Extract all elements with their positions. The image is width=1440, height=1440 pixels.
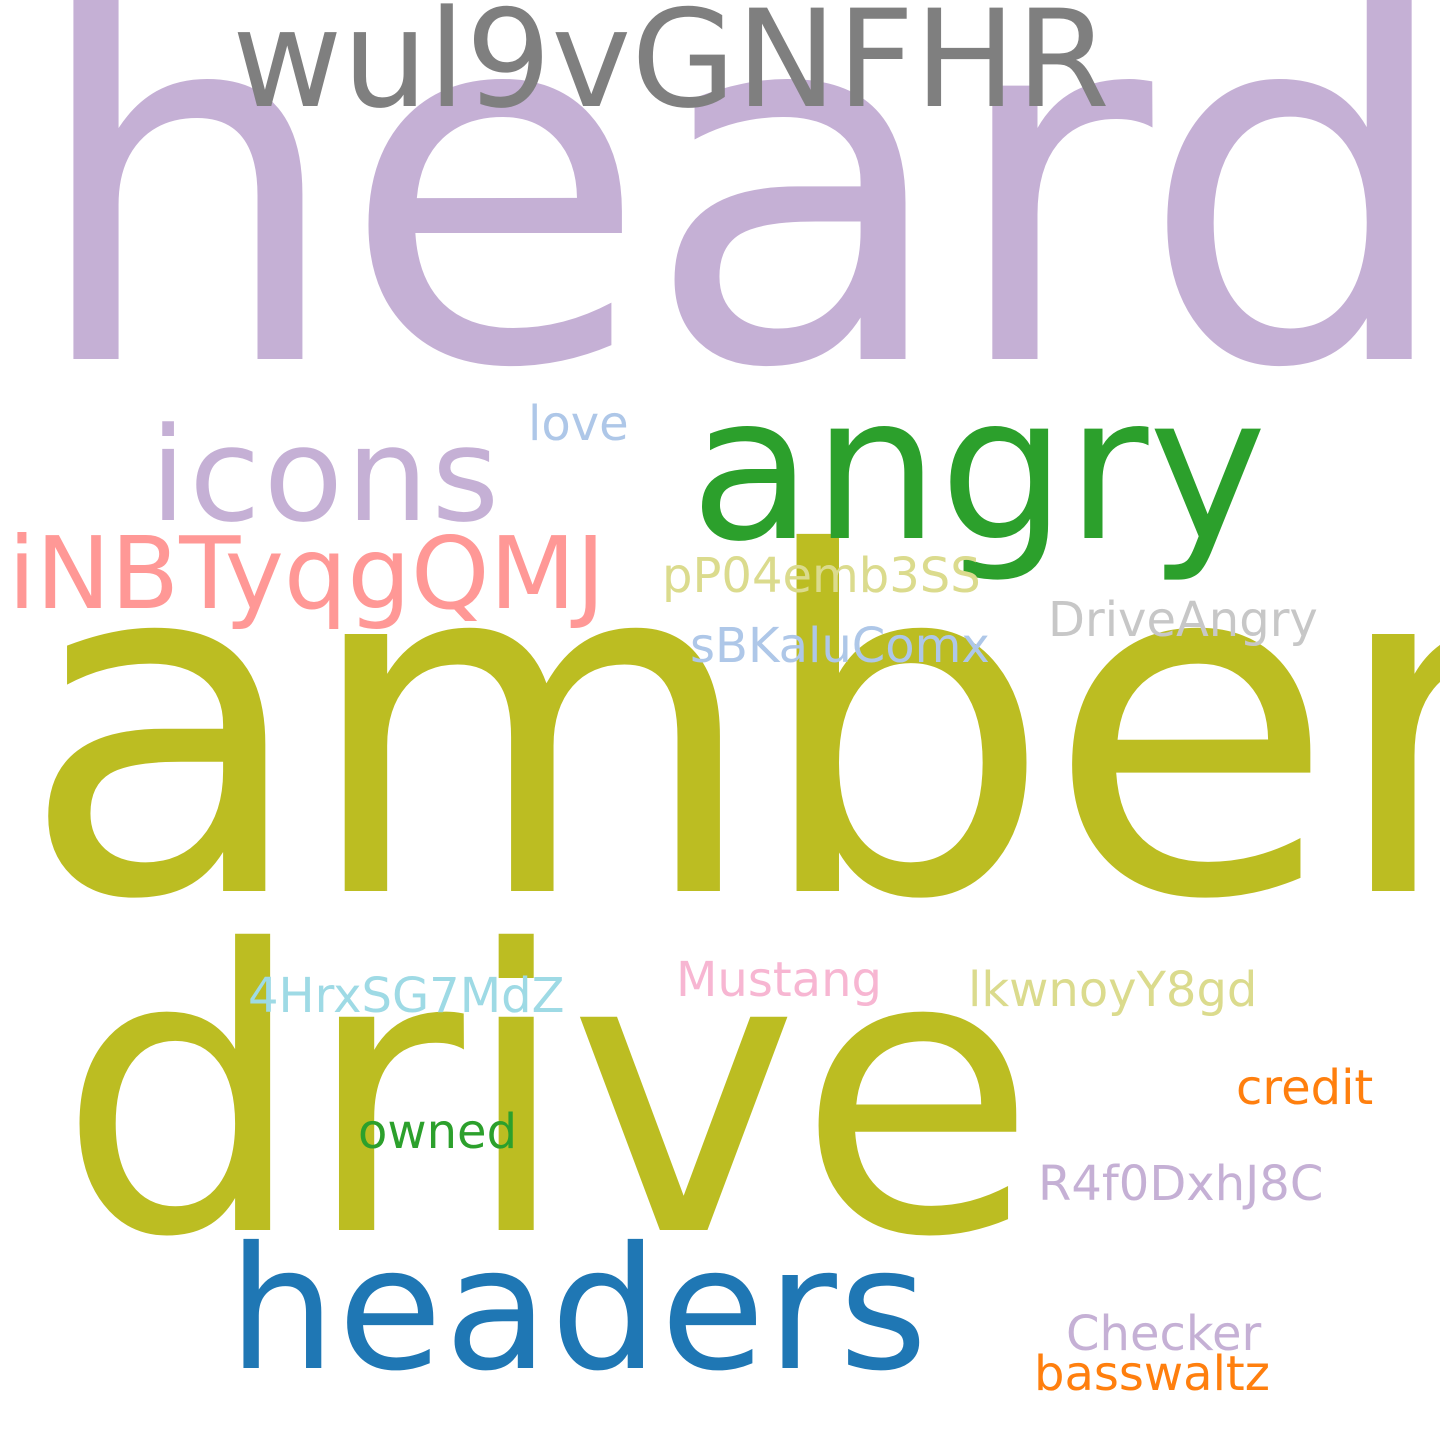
- word-angry: angry: [690, 353, 1267, 586]
- word-wul9vGNFHR: wul9vGNFHR: [232, 0, 1110, 138]
- word-iNBTyqgQMJ: iNBTyqgQMJ: [8, 515, 606, 632]
- word-sBKaluComx: sBKaluComx: [690, 618, 990, 674]
- word-credit: credit: [1236, 1060, 1374, 1116]
- word-R4f0DxhJ8C: R4f0DxhJ8C: [1038, 1156, 1324, 1212]
- word-amber: amber: [20, 455, 1440, 1002]
- word-4HrxSG7MdZ: 4HrxSG7MdZ: [248, 968, 565, 1024]
- word-icons: icons: [150, 399, 503, 551]
- word-headers: headers: [228, 1211, 930, 1409]
- word-owned: owned: [358, 1104, 518, 1160]
- word-lkwnoyY8gd: lkwnoyY8gd: [968, 962, 1258, 1018]
- word-Mustang: Mustang: [676, 952, 882, 1008]
- word-pP04emb3SS: pP04emb3SS: [662, 548, 981, 604]
- word-heard: heard: [28, 0, 1440, 477]
- word-Checker: Checker: [1066, 1306, 1262, 1362]
- word-basswaltz: basswaltz: [1034, 1346, 1270, 1402]
- word-drive: drive: [58, 868, 1037, 1322]
- word-love: love: [528, 396, 629, 452]
- word-DriveAngry: DriveAngry: [1048, 592, 1318, 648]
